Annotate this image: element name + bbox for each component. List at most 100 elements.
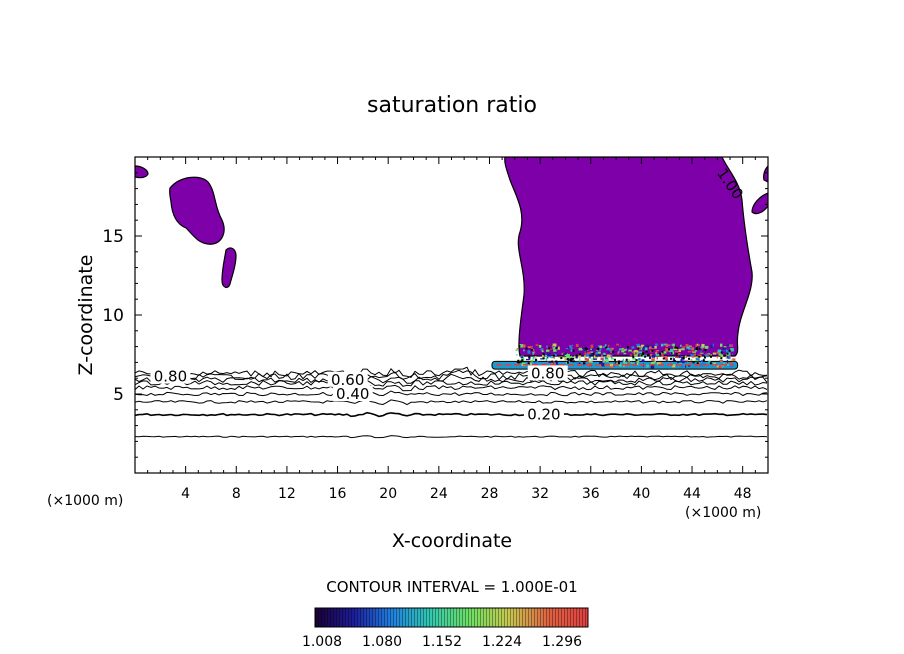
- contour-line: [135, 390, 768, 397]
- cloud-cell: [678, 362, 682, 366]
- cloud-cell: [637, 345, 641, 348]
- cloud-cell: [558, 356, 561, 358]
- cloud-cell: [642, 354, 647, 357]
- cloud-cell: [670, 351, 673, 355]
- cloud-cell: [588, 360, 593, 363]
- cloud-cell: [705, 353, 710, 355]
- cloud-cell: [570, 349, 573, 352]
- cloud-cell-dark: [618, 362, 620, 365]
- cloud-cell: [700, 350, 702, 353]
- cloud-cell: [710, 345, 713, 348]
- background-contours: [135, 366, 768, 439]
- cloud-cell: [618, 365, 622, 367]
- y-axis-unit-label: (×1000 m): [47, 493, 123, 509]
- cloud-cell-dark: [572, 349, 575, 352]
- cloud-cell: [547, 357, 549, 359]
- cloud-cell: [565, 356, 568, 358]
- cloud-cell: [517, 359, 522, 362]
- cloud-cell: [638, 351, 643, 354]
- cloud-cell: [589, 351, 594, 353]
- cloud-cell-dark: [632, 356, 635, 359]
- cloud-cell: [621, 348, 624, 350]
- cloud-cell: [628, 359, 630, 363]
- cloud-cell-dark: [585, 348, 588, 350]
- cloud-cell: [631, 362, 635, 365]
- cloud-cell: [596, 349, 599, 351]
- cloud-cell-dark: [517, 361, 520, 364]
- cloud-cell: [690, 347, 695, 351]
- cloud-cell: [657, 350, 659, 352]
- x-tick-label: 28: [481, 486, 499, 502]
- cloud-cell: [535, 361, 539, 363]
- x-axis: 4 8 12 16 20 24 28 32 36 40 44 48: [147, 157, 756, 502]
- cloud-cell: [621, 350, 625, 353]
- cloud-cell: [564, 352, 567, 355]
- cloud-cell: [685, 355, 687, 358]
- cloud-cell: [600, 363, 605, 367]
- cloud-cell: [649, 356, 651, 360]
- cloud-cell: [599, 361, 603, 365]
- y-axis-title: Z-coordinate: [75, 255, 97, 376]
- cloud-cell: [606, 354, 611, 358]
- cloud-cell-dark: [674, 346, 677, 349]
- cloud-cell-dark: [702, 359, 705, 362]
- cloud-cell: [694, 350, 698, 352]
- cloud-cell: [600, 357, 604, 360]
- x-tick-label: 48: [734, 486, 752, 502]
- cloud-cell: [685, 364, 686, 368]
- cloud-cell: [700, 348, 702, 351]
- cloud-cell: [530, 362, 532, 366]
- cloud-cell-dark: [661, 350, 664, 353]
- cloud-cell-dark: [530, 348, 533, 351]
- cloud-cell: [727, 357, 731, 360]
- cloud-cell: [665, 344, 669, 347]
- cloud-cell: [655, 352, 658, 354]
- cloud-cell: [703, 358, 705, 360]
- cloud-cell: [563, 353, 565, 356]
- cloud-cell: [601, 354, 603, 357]
- cloud-cell-dark: [692, 361, 695, 364]
- colorbar-ticks: 1.008 1.080 1.152 1.224 1.296: [302, 634, 582, 650]
- cloud-cell-dark: [555, 360, 558, 363]
- cloud-cell: [690, 359, 693, 361]
- cloud-cell-dark: [651, 349, 654, 352]
- cloud-cell: [595, 351, 598, 355]
- cloud-cell: [578, 347, 582, 351]
- colorbar-tick-label: 1.080: [362, 634, 402, 650]
- cloud-cell: [618, 363, 622, 366]
- cloud-cell: [567, 358, 572, 362]
- cloud-cell: [532, 356, 535, 360]
- cloud-cell: [568, 356, 572, 360]
- chart-title: saturation ratio: [367, 93, 537, 118]
- cloud-cell-dark: [518, 345, 521, 348]
- cloud-cell-dark: [710, 355, 712, 358]
- colorbar-tick-label: 1.296: [542, 634, 582, 650]
- x-tick-label: 4: [181, 486, 190, 502]
- x-tick-label: 12: [278, 486, 296, 502]
- cloud-cell-dark: [675, 352, 678, 355]
- cloud-cell: [712, 343, 714, 347]
- cloud-cell-dark: [548, 347, 551, 350]
- cloud-cell: [599, 345, 603, 349]
- cloud-cell: [614, 361, 617, 365]
- cloud-cell: [561, 352, 565, 355]
- cloud-cell: [650, 365, 655, 369]
- cloud-cell-dark: [688, 357, 690, 360]
- cloud-cell: [685, 344, 689, 347]
- contour-label: 0.60: [331, 371, 364, 389]
- cloud-cell: [656, 357, 658, 360]
- cloud-cell: [617, 351, 619, 355]
- cloud-cell: [590, 344, 594, 348]
- cloud-cell: [716, 355, 718, 359]
- cloud-cell: [594, 355, 598, 359]
- cloud-cell: [719, 360, 723, 363]
- cloud-cell: [566, 354, 570, 358]
- cloud-cell: [634, 351, 636, 354]
- cloud-cell: [649, 354, 653, 357]
- cloud-cell: [682, 360, 685, 364]
- cloud-cell-dark: [644, 355, 647, 358]
- cloud-cell: [708, 360, 711, 365]
- cloud-cell: [602, 346, 606, 348]
- cloud-cell: [631, 346, 635, 349]
- cloud-cell: [553, 355, 555, 359]
